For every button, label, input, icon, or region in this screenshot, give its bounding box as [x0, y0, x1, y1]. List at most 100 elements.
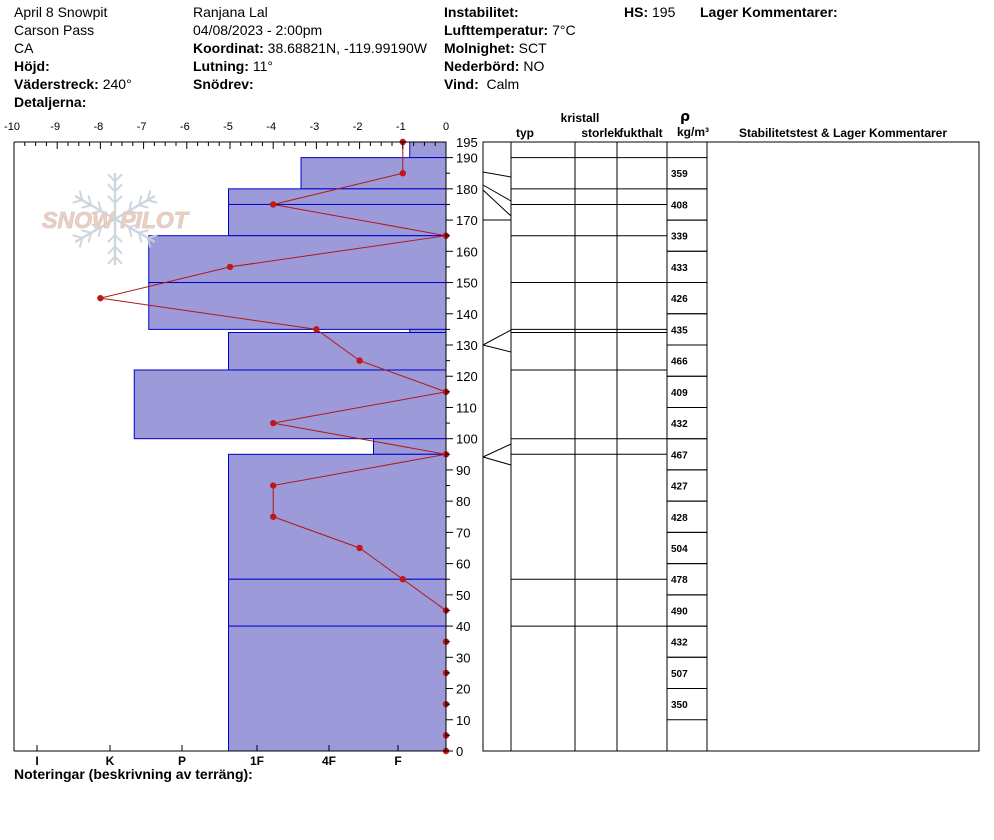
hardness-tick-label: F [394, 754, 401, 768]
hardness-tick-label: I [35, 754, 38, 768]
height-tick-label: 100 [456, 432, 478, 447]
slope-label: Lutning: [193, 58, 249, 74]
temperature-tick-label: -2 [353, 121, 363, 133]
snowflake-branch [78, 237, 84, 248]
snowflake-branch [138, 229, 149, 234]
hs-row: HS: 195 [624, 3, 675, 21]
density-value: 433 [671, 263, 688, 274]
height-tick-label: 60 [456, 557, 470, 572]
snowflake-icon [72, 173, 158, 265]
precip-row: Nederbörd: NO [444, 57, 544, 75]
temperature-tick-label: -7 [137, 121, 147, 133]
notes-label: Noteringar (beskrivning av terräng): [14, 766, 253, 782]
density-value: 409 [671, 388, 688, 399]
temperature-tick-label: -5 [223, 121, 233, 133]
height-tick-label: 160 [456, 244, 478, 259]
hardness-layer-bar [228, 578, 447, 627]
pit-header: April 8 Snowpit Carson Pass CA Höjd: Väd… [0, 0, 994, 112]
temperature-tick-label: -4 [266, 121, 276, 133]
sky-row: Molnighet: SCT [444, 39, 547, 57]
table-frame [482, 141, 980, 752]
temperature-point [313, 326, 320, 333]
air-temp-row: Lufttemperatur: 7°C [444, 21, 576, 39]
hardness-tick-label: K [106, 754, 115, 768]
snowflake-branch [81, 204, 92, 209]
temperature-point [270, 482, 277, 489]
layer-connector [482, 344, 512, 353]
snowflake-branch [114, 234, 123, 243]
density-value: 478 [671, 575, 688, 586]
density-value: 427 [671, 482, 688, 493]
temperature-tick-label: -6 [180, 121, 190, 133]
height-tick-label: 10 [456, 713, 470, 728]
temperature-point [270, 419, 277, 427]
hardness-layer-bar [228, 188, 447, 205]
snowflake-branch [91, 209, 102, 215]
snowflake-branch [72, 234, 83, 239]
height-tick-label: 150 [456, 276, 478, 291]
temperature-point [226, 263, 234, 271]
temperature-point [399, 170, 406, 177]
layer-connector [482, 189, 512, 217]
height-tick-label: 120 [456, 369, 478, 384]
chart-axes: -10 -9 -8 -7 -6 -5 -4 -3 -2 -1 0010203040506070809… [4, 121, 478, 768]
height-tick-label: 80 [456, 494, 470, 509]
density-value: 350 [671, 700, 688, 711]
aspect-row: Väderstreck: 240° [14, 75, 132, 93]
density-unit: kg/m³ [677, 125, 709, 139]
layer-comments-label: Lager Kommentarer: [700, 4, 838, 20]
snowflake-branch [107, 234, 116, 243]
snowflake-branch [72, 199, 83, 204]
snowflake-branch [114, 256, 123, 265]
height-tick-label: 90 [456, 463, 470, 478]
wind-loading-label: Snödrev: [193, 76, 254, 92]
temperature-tick-label: -8 [94, 121, 104, 133]
height-tick-label: 140 [456, 307, 478, 322]
wind-row: Vind: Calm [444, 75, 519, 93]
snowflake-branch [146, 190, 152, 201]
density-value: 467 [671, 450, 688, 461]
snowflake-branch [147, 199, 158, 204]
hardness-layer-bar [409, 141, 447, 159]
snowflake-branch [114, 183, 123, 193]
snowflake-branch [114, 173, 123, 182]
temperature-point [356, 357, 363, 364]
hardness-tick-label: P [178, 754, 186, 768]
temperature-tick-label: -3 [310, 121, 320, 133]
hardness-layer-bar [148, 282, 447, 330]
height-tick-label: 170 [456, 213, 478, 228]
crystal-header: kristall [561, 111, 600, 125]
hardness-layer-bar [228, 203, 447, 237]
density-value: 428 [671, 513, 688, 524]
temperature-tick-label: 0 [443, 121, 449, 133]
observer: Ranjana Lal [193, 4, 268, 20]
snowflake-branch [107, 256, 116, 265]
hardness-layer-bar [133, 369, 447, 440]
height-tick-label: 180 [456, 182, 478, 197]
density-value: 466 [671, 357, 688, 368]
type-header: typ [516, 126, 534, 140]
precip-label: Nederbörd: [444, 58, 520, 74]
density-symbol: ρ [680, 109, 690, 125]
logo-text: SNOW PILOT [42, 207, 190, 233]
density-value: 507 [671, 669, 688, 680]
temperature-tick-label: -1 [396, 121, 406, 133]
snowflake-branch [147, 234, 158, 239]
density-value: 432 [671, 638, 688, 649]
state: CA [14, 40, 34, 56]
snowflake-branch [138, 204, 149, 209]
snowflake-branch [87, 195, 93, 206]
density-value: 435 [671, 325, 688, 336]
height-tick-label: 70 [456, 525, 470, 540]
details-label: Detaljerna: [14, 94, 87, 110]
snowflake-branch [78, 190, 84, 201]
slope-value: 11° [252, 58, 274, 74]
snowflake-branch [127, 226, 133, 237]
location: Carson Pass [14, 22, 95, 38]
precip-value: NO [523, 58, 545, 74]
snowflake-branch [137, 232, 143, 243]
hardness-layer-bar [228, 332, 447, 371]
density-value: 359 [671, 169, 688, 180]
elevation-label: Höjd: [14, 58, 50, 74]
